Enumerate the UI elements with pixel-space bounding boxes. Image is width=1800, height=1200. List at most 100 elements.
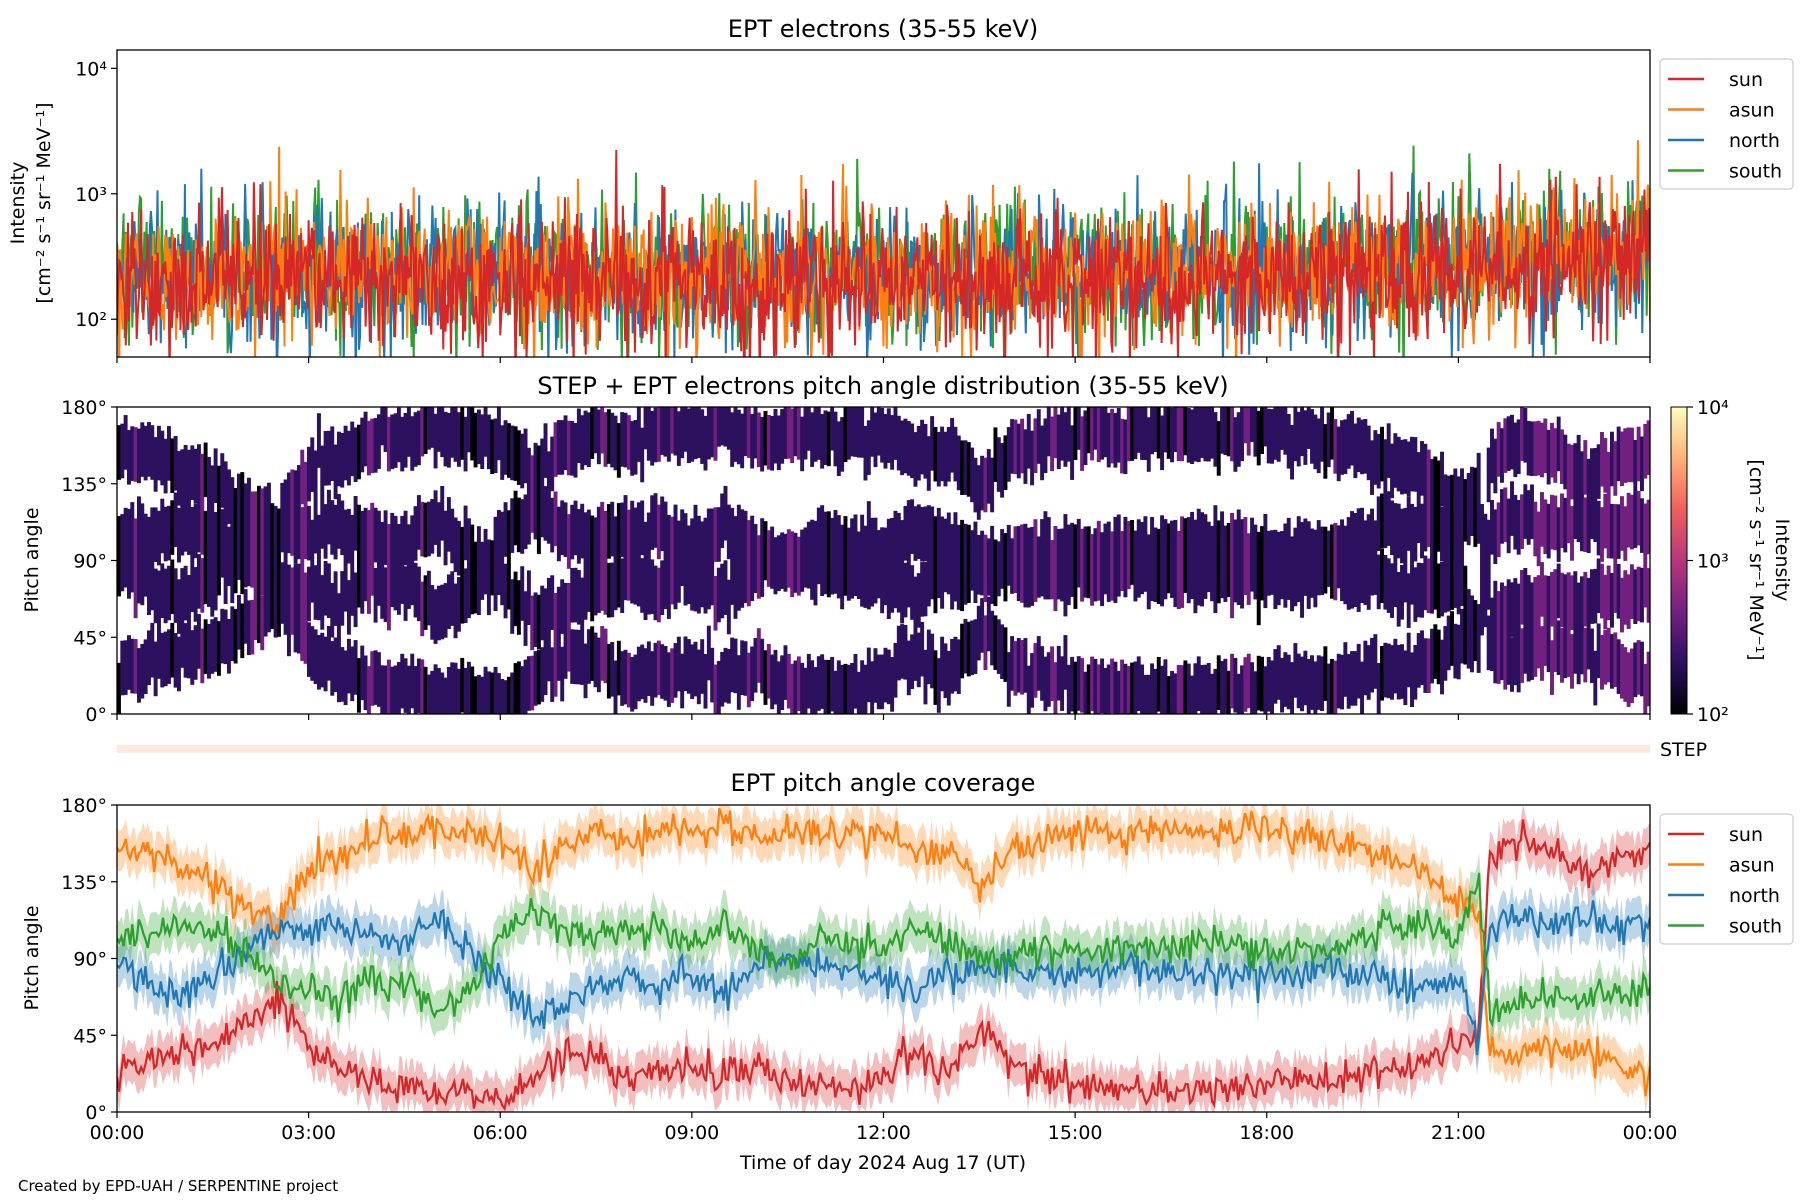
pad-heatmap-cell	[1280, 657, 1285, 713]
pad-heatmap-cell	[373, 507, 378, 563]
pad-heatmap-cell	[666, 407, 671, 462]
pad-heatmap-cell	[190, 507, 195, 613]
pad-heatmap-cell	[863, 664, 868, 714]
pad-heatmap-cell	[180, 568, 185, 668]
pad-colorbar-tick-label: 10²	[1697, 704, 1729, 726]
pad-heatmap-cell	[846, 407, 851, 460]
pad-heatmap-cell	[310, 626, 315, 681]
pad-heatmap-cell	[120, 514, 125, 592]
pad-heatmap-cell	[1070, 425, 1075, 480]
pad-heatmap-cell	[1526, 490, 1531, 545]
pad-heatmap-cell	[1110, 408, 1115, 464]
pad-heatmap-cell	[906, 640, 911, 696]
pad-heatmap-cell	[1243, 517, 1248, 595]
pad-heatmap-cell	[963, 440, 968, 495]
pad-heatmap-cell	[563, 502, 568, 557]
pad-heatmap-cell	[1026, 414, 1031, 469]
pad-heatmap-cell	[213, 448, 218, 503]
pad-heatmap-cell	[893, 510, 898, 609]
pad-heatmap-cell	[436, 585, 441, 641]
pad-heatmap-cell	[323, 431, 328, 486]
pad-heatmap-cell	[1116, 670, 1121, 714]
pad-heatmap-cell	[990, 457, 995, 513]
pad-heatmap-cell	[703, 517, 708, 614]
pad-heatmap-cell	[1433, 456, 1438, 610]
pad-heatmap-cell	[860, 514, 865, 607]
pad-heatmap-cell	[1600, 563, 1604, 619]
pad-heatmap-cell	[1500, 489, 1504, 544]
pad-heatmap-cell	[1593, 568, 1598, 624]
pad-heatmap-cell	[1466, 589, 1471, 669]
pad-heatmap-cell	[216, 621, 221, 676]
pad-heatmap-cell	[650, 411, 655, 466]
pad-heatmap-cell	[1083, 410, 1088, 465]
coverage-y-tick-label: 0°	[85, 1102, 107, 1124]
pad-heatmap-cell	[336, 494, 341, 549]
pad-heatmap-cell	[933, 516, 938, 614]
pad-heatmap-cell	[653, 493, 658, 548]
pad-heatmap-cell	[920, 507, 925, 562]
pad-heatmap-cell	[606, 643, 611, 699]
pad-heatmap-cell	[1160, 515, 1165, 607]
pad-heatmap-cell	[1340, 519, 1344, 602]
pad-heatmap-cell	[573, 500, 578, 556]
pad-heatmap-cell	[926, 629, 931, 685]
pad-heatmap-cell	[1110, 658, 1115, 714]
pad-heatmap-cell	[206, 624, 211, 679]
pad-heatmap-cell	[523, 591, 528, 646]
pad-heatmap-cell	[1610, 634, 1614, 689]
pad-heatmap-cell	[1250, 662, 1255, 714]
pad-heatmap-cell	[426, 570, 431, 626]
pad-heatmap-cell	[943, 643, 948, 698]
pad-heatmap-cell	[963, 618, 968, 674]
pad-heatmap-cell	[706, 407, 711, 460]
pad-heatmap-cell	[1403, 439, 1408, 494]
pad-heatmap-cell	[633, 420, 638, 475]
pad-heatmap-cell	[1096, 407, 1101, 463]
pad-heatmap-cell	[890, 518, 895, 613]
pad-heatmap-cell	[150, 507, 155, 611]
pad-heatmap-cell	[673, 504, 678, 610]
pad-heatmap-cell	[1526, 575, 1531, 682]
pad-heatmap-cell	[120, 423, 125, 479]
pad-heatmap-cell	[1346, 654, 1351, 709]
pad-heatmap-cell	[700, 409, 705, 464]
pad-heatmap-cell	[1423, 638, 1428, 693]
pad-heatmap-cell	[1370, 508, 1374, 596]
pad-heatmap-cell	[970, 620, 975, 676]
pad-heatmap-cell	[726, 504, 731, 560]
pad-heatmap-cell	[276, 508, 281, 637]
pad-heatmap-cell	[1400, 565, 1404, 620]
pad-heatmap-cell	[1043, 511, 1048, 600]
pad-heatmap-cell	[1050, 646, 1055, 701]
pad-heatmap-cell	[1540, 562, 1544, 617]
pad-heatmap-cell	[123, 507, 128, 588]
pad-heatmap-cell	[930, 633, 935, 689]
pad-heatmap-cell	[1546, 575, 1551, 673]
pad-heatmap-cell	[1636, 640, 1641, 695]
pad-heatmap-cell	[1003, 435, 1008, 490]
pad-heatmap-cell	[1143, 407, 1148, 460]
pad-heatmap-cell	[670, 407, 675, 454]
pad-heatmap-cell	[1420, 630, 1424, 685]
pad-heatmap-cell	[766, 643, 771, 699]
pad-heatmap-cell	[1623, 647, 1628, 702]
pad-heatmap-cell	[910, 565, 915, 620]
credit-text: Created by EPD-UAH / SERPENTINE project	[18, 1177, 338, 1195]
pad-heatmap-cell	[1086, 664, 1091, 714]
pad-heatmap-cell	[220, 608, 225, 664]
pad-heatmap-cell	[286, 472, 291, 554]
pad-heatmap-cell	[173, 492, 178, 548]
pad-heatmap-cell	[626, 652, 631, 708]
pad-heatmap-cell	[1640, 498, 1644, 553]
pad-heatmap-cell	[1410, 503, 1414, 605]
pad-heatmap-cell	[770, 526, 775, 589]
pad-heatmap-cell	[240, 472, 245, 595]
pad-heatmap-cell	[716, 567, 721, 623]
pad-heatmap-cell	[910, 499, 915, 554]
pad-heatmap-cell	[776, 661, 781, 714]
pad-heatmap-cell	[850, 518, 855, 599]
pad-heatmap-cell	[1060, 656, 1065, 711]
pad-heatmap-cell	[463, 416, 468, 472]
pad-heatmap-cell	[890, 657, 895, 712]
